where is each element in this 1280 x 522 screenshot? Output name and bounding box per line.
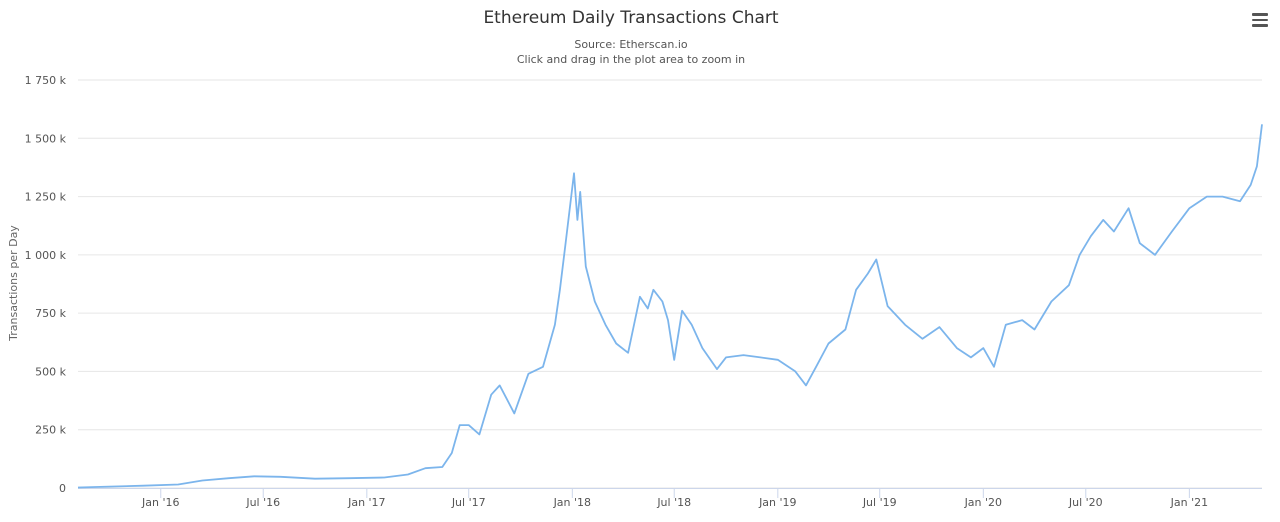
- y-tick-label: 250 k: [35, 424, 66, 437]
- menu-bar: [1252, 18, 1268, 22]
- x-tick-label: Jul '19: [862, 496, 897, 509]
- chart-title: Ethereum Daily Transactions Chart: [483, 8, 779, 28]
- x-tick-label: Jul '17: [451, 496, 486, 509]
- x-tick-label: Jul '18: [656, 496, 691, 509]
- x-tick-label: Jan '20: [964, 496, 1002, 509]
- y-tick-label: 500 k: [35, 365, 66, 378]
- x-tick-label: Jan '16: [141, 496, 179, 509]
- x-tick-label: Jul '20: [1068, 496, 1103, 509]
- x-tick-label: Jan '19: [758, 496, 796, 509]
- menu-bar: [1252, 24, 1268, 27]
- y-tick-label: 750 k: [35, 307, 66, 320]
- x-tick-label: Jan '18: [553, 496, 591, 509]
- chart-subtitle-source: Source: Etherscan.io: [574, 38, 688, 51]
- x-tick-label: Jan '21: [1170, 496, 1208, 509]
- y-axis-labels: 0 250 k 500 k 750 k 1 000 k 1 250 k 1 500 k 1 7…: [25, 74, 67, 495]
- chart-subtitle-zoom-hint: Click and drag in the plot area to zoom …: [516, 53, 746, 66]
- series-line[interactable]: [77, 124, 1263, 489]
- x-tick-label: Jan '17: [347, 496, 385, 509]
- y-tick-label: 1 500 k: [25, 132, 67, 145]
- x-tick-label: Jul '16: [245, 496, 280, 509]
- y-tick-label: 1 000 k: [25, 249, 67, 262]
- gridlines: [78, 79, 1262, 489]
- menu-bar: [1252, 13, 1268, 16]
- y-tick-label: 1 250 k: [25, 191, 67, 204]
- y-axis-title: Transactions per Day: [7, 225, 20, 342]
- hamburger-menu-icon[interactable]: [1248, 10, 1272, 30]
- x-axis: [78, 488, 1262, 498]
- y-tick-label: 1 750 k: [25, 74, 67, 87]
- y-tick-label: 0: [59, 482, 66, 495]
- x-axis-labels: Jan '16 Jul '16 Jan '17 Jul '17 Jan '18 Jul '…: [141, 496, 1208, 509]
